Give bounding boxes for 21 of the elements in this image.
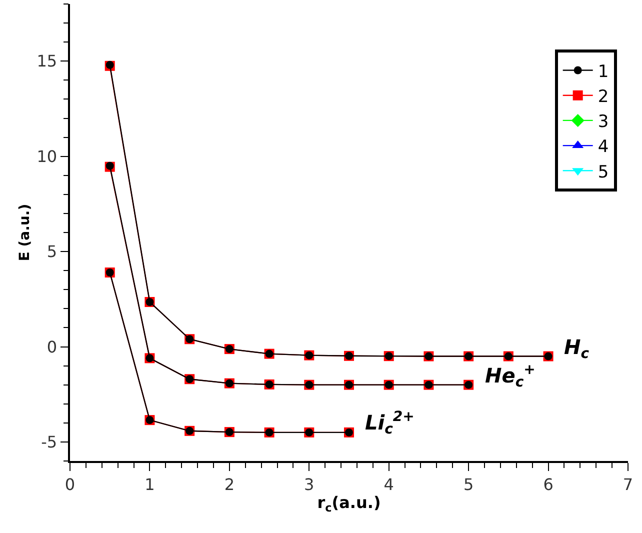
x-tick-label: 6 bbox=[543, 474, 554, 494]
x-axis-title: r$_{c}$(a.u.) bbox=[317, 493, 381, 515]
x-tick-label: 1 bbox=[144, 474, 155, 494]
y-axis-title: E (a.u.) bbox=[16, 204, 33, 262]
legend-label: 5 bbox=[598, 162, 609, 182]
annotation: H$_{c}$ bbox=[564, 335, 590, 362]
y-tick-label: 5 bbox=[46, 242, 58, 262]
x-tick-label: 4 bbox=[384, 474, 394, 494]
x-tick-label: 5 bbox=[463, 474, 474, 494]
y-tick-label: 0 bbox=[46, 337, 58, 356]
y-tick-label: -5 bbox=[41, 432, 58, 452]
legend-label: 1 bbox=[598, 62, 609, 82]
y-tick-label: 10 bbox=[36, 146, 58, 166]
x-tick-label: 3 bbox=[304, 474, 314, 494]
legend-label: 2 bbox=[598, 86, 609, 107]
x-tick-label: 7 bbox=[622, 474, 634, 494]
x-tick-label: 2 bbox=[224, 474, 235, 494]
x-tick-label: 0 bbox=[64, 474, 76, 494]
legend-label: 3 bbox=[598, 112, 609, 132]
legend-label: 4 bbox=[598, 137, 609, 158]
y-tick-label: 15 bbox=[36, 52, 58, 71]
